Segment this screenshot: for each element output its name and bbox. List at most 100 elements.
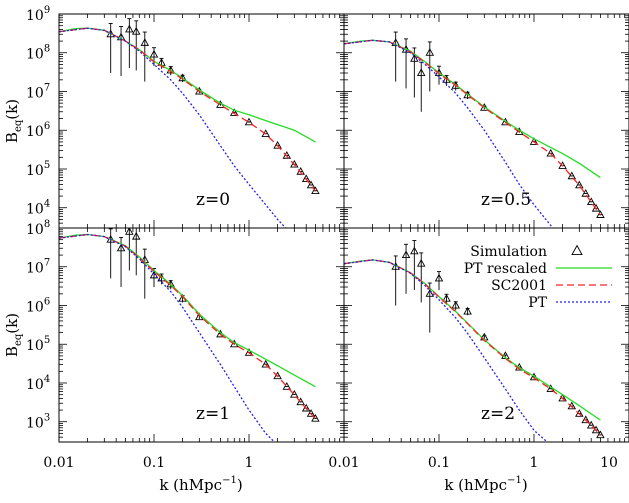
data-point [149, 270, 159, 279]
redshift-label: z=1 [196, 404, 230, 424]
x-tick-label: 0.1 [143, 455, 165, 471]
redshift-label: z=2 [481, 404, 515, 424]
series-line-sc2001 [344, 39, 601, 216]
data-point [290, 389, 299, 398]
series-line-pt [59, 27, 287, 228]
y-tick-label: 106 [26, 296, 50, 315]
data-point [116, 32, 126, 41]
data-point [301, 403, 311, 412]
data-point [282, 382, 292, 390]
panel-data [344, 240, 605, 442]
data-point [306, 180, 316, 189]
data-point [442, 293, 451, 302]
legend-marker-triangle [571, 244, 583, 256]
data-point [575, 409, 584, 417]
legend-label: PT rescaled [464, 261, 547, 277]
panel-bottom-right: z=2 [343, 227, 629, 443]
y-axis-label: Beq(k) [3, 313, 24, 357]
series-line-sc2001 [344, 259, 601, 436]
data-point [434, 273, 444, 282]
panel-data [59, 228, 320, 442]
data-point [261, 359, 270, 368]
data-point [416, 258, 426, 267]
data-point [567, 171, 577, 180]
data-point [416, 68, 426, 76]
data-point [546, 148, 555, 157]
data-point [425, 289, 435, 297]
legend-label: SC2001 [491, 278, 547, 294]
data-point [596, 210, 605, 218]
data-point [581, 189, 590, 197]
data-point [463, 306, 472, 315]
redshift-label: z=0 [196, 190, 230, 210]
legend-label: PT [528, 295, 547, 311]
data-point [401, 250, 411, 259]
y-tick-label: 106 [26, 121, 50, 140]
series-line-pt [59, 233, 276, 442]
series-line-sc2001 [59, 233, 316, 420]
data-point [451, 81, 460, 89]
panel-frame [343, 227, 629, 443]
data-point [410, 246, 419, 255]
data-point [425, 48, 435, 56]
data-point [586, 197, 596, 206]
data-point [451, 300, 460, 309]
data-point [140, 38, 150, 46]
series-line-pt-rescaled [59, 233, 316, 388]
series-line-pt [344, 259, 549, 442]
x-tick-label: 0.1 [428, 455, 450, 471]
data-point [273, 371, 282, 380]
y-tick-label: 105 [26, 335, 50, 354]
data-point [558, 161, 567, 169]
data-point [125, 24, 134, 33]
data-point [296, 397, 305, 406]
y-tick-label: 108 [26, 44, 50, 63]
series-line-pt [344, 39, 554, 228]
data-point [410, 54, 419, 62]
data-point [106, 29, 115, 38]
x-tick-label: 0.01 [328, 455, 359, 471]
data-point [131, 231, 141, 240]
series-line-pt-rescaled [59, 27, 316, 143]
redshift-label: z=0.5 [481, 190, 531, 210]
y-tick-label: 109 [26, 5, 50, 24]
y-tick-label: 104 [26, 199, 50, 218]
x-tick-label: 0.01 [43, 455, 74, 471]
y-tick-label: 103 [26, 413, 50, 432]
x-tick-label: 10 [600, 455, 618, 471]
y-tick-label: 105 [26, 160, 50, 179]
panel-top-right: z=0.5 [343, 13, 629, 229]
panel-bottom-left: 103 104 105 106 107 108 z=1 [26, 219, 345, 443]
panel-data [344, 31, 605, 228]
x-axis-label: k (hMpc−1) [159, 475, 242, 494]
y-axis-label: Beq(k) [3, 99, 24, 143]
series-line-sc2001 [59, 27, 316, 192]
data-point [586, 420, 596, 429]
data-point [591, 203, 601, 212]
data-point [596, 430, 605, 439]
data-point [290, 159, 299, 168]
y-tick-label: 108 [26, 219, 50, 238]
panel-top-left: 104 105 106 107 108 109 z=0 [26, 5, 345, 229]
data-point [125, 228, 134, 235]
y-tick-label: 107 [26, 258, 50, 277]
data-point [149, 49, 159, 58]
series-line-pt-rescaled [344, 39, 601, 179]
data-point [306, 409, 316, 417]
data-point [244, 348, 254, 356]
x-tick-label: 1 [245, 455, 254, 471]
data-point [116, 243, 126, 252]
x-axis-label: k (hMpc−1) [444, 475, 527, 494]
y-tick-label: 104 [26, 374, 50, 393]
data-point [195, 312, 204, 321]
data-point [463, 90, 472, 99]
data-point [581, 415, 590, 424]
panel-data [59, 18, 320, 228]
data-point [311, 186, 320, 194]
y-tick-label: 107 [26, 82, 50, 101]
legend-label: Simulation [470, 244, 547, 260]
data-point [311, 413, 320, 422]
data-point [273, 140, 282, 149]
